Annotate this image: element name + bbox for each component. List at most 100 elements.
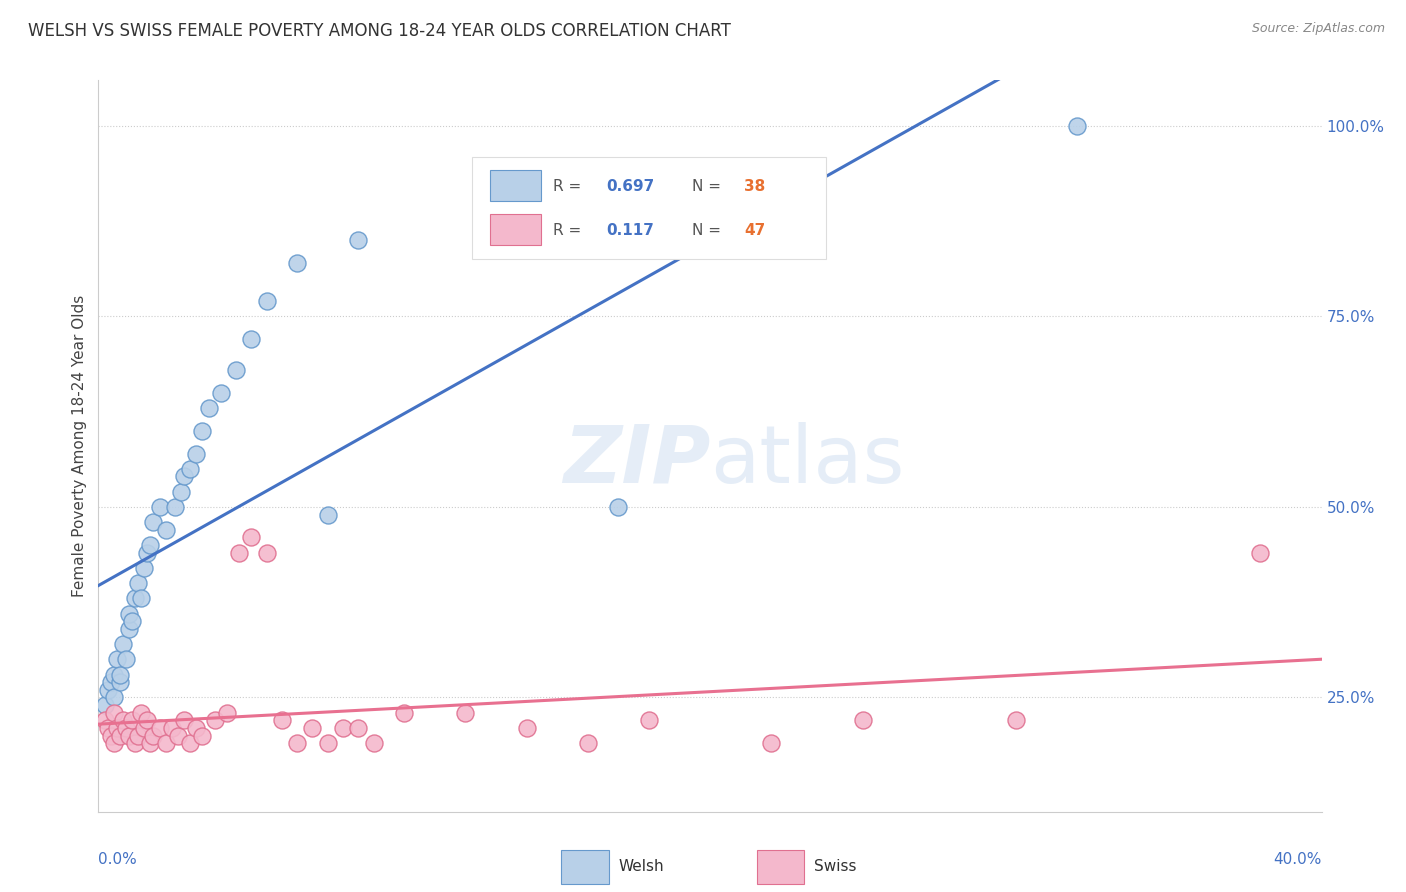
Point [118,607,141,621]
FancyBboxPatch shape [471,157,827,260]
Point [204,714,226,728]
Text: Source: ZipAtlas.com: Source: ZipAtlas.com [1251,22,1385,36]
Point [1066,119,1088,133]
Point [167,729,190,743]
Point [149,500,172,514]
Point [191,729,214,743]
Point [124,736,146,750]
Point [155,523,177,537]
Point [179,736,201,750]
Text: 38: 38 [744,178,765,194]
Point [111,637,134,651]
FancyBboxPatch shape [756,850,804,884]
Text: N =: N = [692,178,725,194]
Point [197,401,219,415]
Point [163,500,186,514]
Point [134,561,156,575]
Point [121,614,143,628]
Point [225,363,247,377]
Point [215,706,238,720]
Point [186,447,208,461]
Point [363,736,385,750]
Text: R =: R = [554,178,586,194]
Point [93,698,115,712]
Point [93,714,115,728]
Text: atlas: atlas [710,422,904,500]
Point [142,729,165,743]
Point [118,622,141,636]
Text: WELSH VS SWISS FEMALE POVERTY AMONG 18-24 YEAR OLDS CORRELATION CHART: WELSH VS SWISS FEMALE POVERTY AMONG 18-2… [28,22,731,40]
Point [139,736,162,750]
FancyBboxPatch shape [489,214,541,245]
FancyBboxPatch shape [489,170,541,201]
Point [347,233,370,247]
Point [129,591,152,606]
Point [136,714,159,728]
Point [285,736,308,750]
Point [115,652,138,666]
Text: 47: 47 [744,223,765,238]
Point [103,706,125,720]
Point [103,690,125,705]
Y-axis label: Female Poverty Among 18-24 Year Olds: Female Poverty Among 18-24 Year Olds [72,295,87,597]
Point [105,652,128,666]
Text: ZIP: ZIP [562,422,710,500]
Point [852,714,875,728]
Text: N =: N = [692,223,725,238]
Text: 40.0%: 40.0% [1274,852,1322,867]
Point [607,500,630,514]
Point [149,721,172,735]
Text: 0.0%: 0.0% [98,852,138,867]
Point [100,729,122,743]
Point [316,736,339,750]
Point [115,721,138,735]
Point [316,508,339,522]
Text: Swiss: Swiss [814,859,856,874]
Point [637,714,661,728]
Point [516,721,538,735]
Point [332,721,354,735]
Point [179,462,201,476]
Point [759,736,782,750]
Point [576,736,599,750]
Point [392,706,416,720]
Point [173,714,195,728]
Text: 0.697: 0.697 [606,178,654,194]
Point [285,256,308,270]
Point [270,714,292,728]
Point [124,591,146,606]
Point [240,530,263,544]
Point [111,714,134,728]
Point [108,667,131,681]
Point [97,682,120,697]
Point [454,706,477,720]
Point [170,484,193,499]
Point [105,721,128,735]
Point [103,667,125,681]
Point [1249,546,1271,560]
Point [1004,714,1026,728]
Point [100,675,122,690]
Point [108,675,131,690]
Point [142,515,165,529]
Point [127,729,149,743]
Point [256,294,278,309]
Point [139,538,162,552]
Point [136,546,159,560]
Text: 0.117: 0.117 [606,223,654,238]
Point [118,729,141,743]
Point [240,332,263,346]
Point [186,721,208,735]
Point [97,721,120,735]
Point [155,736,177,750]
Point [228,546,250,560]
Point [173,469,195,483]
Point [129,706,152,720]
Point [160,721,183,735]
Point [121,714,143,728]
Point [191,424,214,438]
FancyBboxPatch shape [561,850,609,884]
Point [108,729,131,743]
Point [256,546,278,560]
Point [347,721,370,735]
